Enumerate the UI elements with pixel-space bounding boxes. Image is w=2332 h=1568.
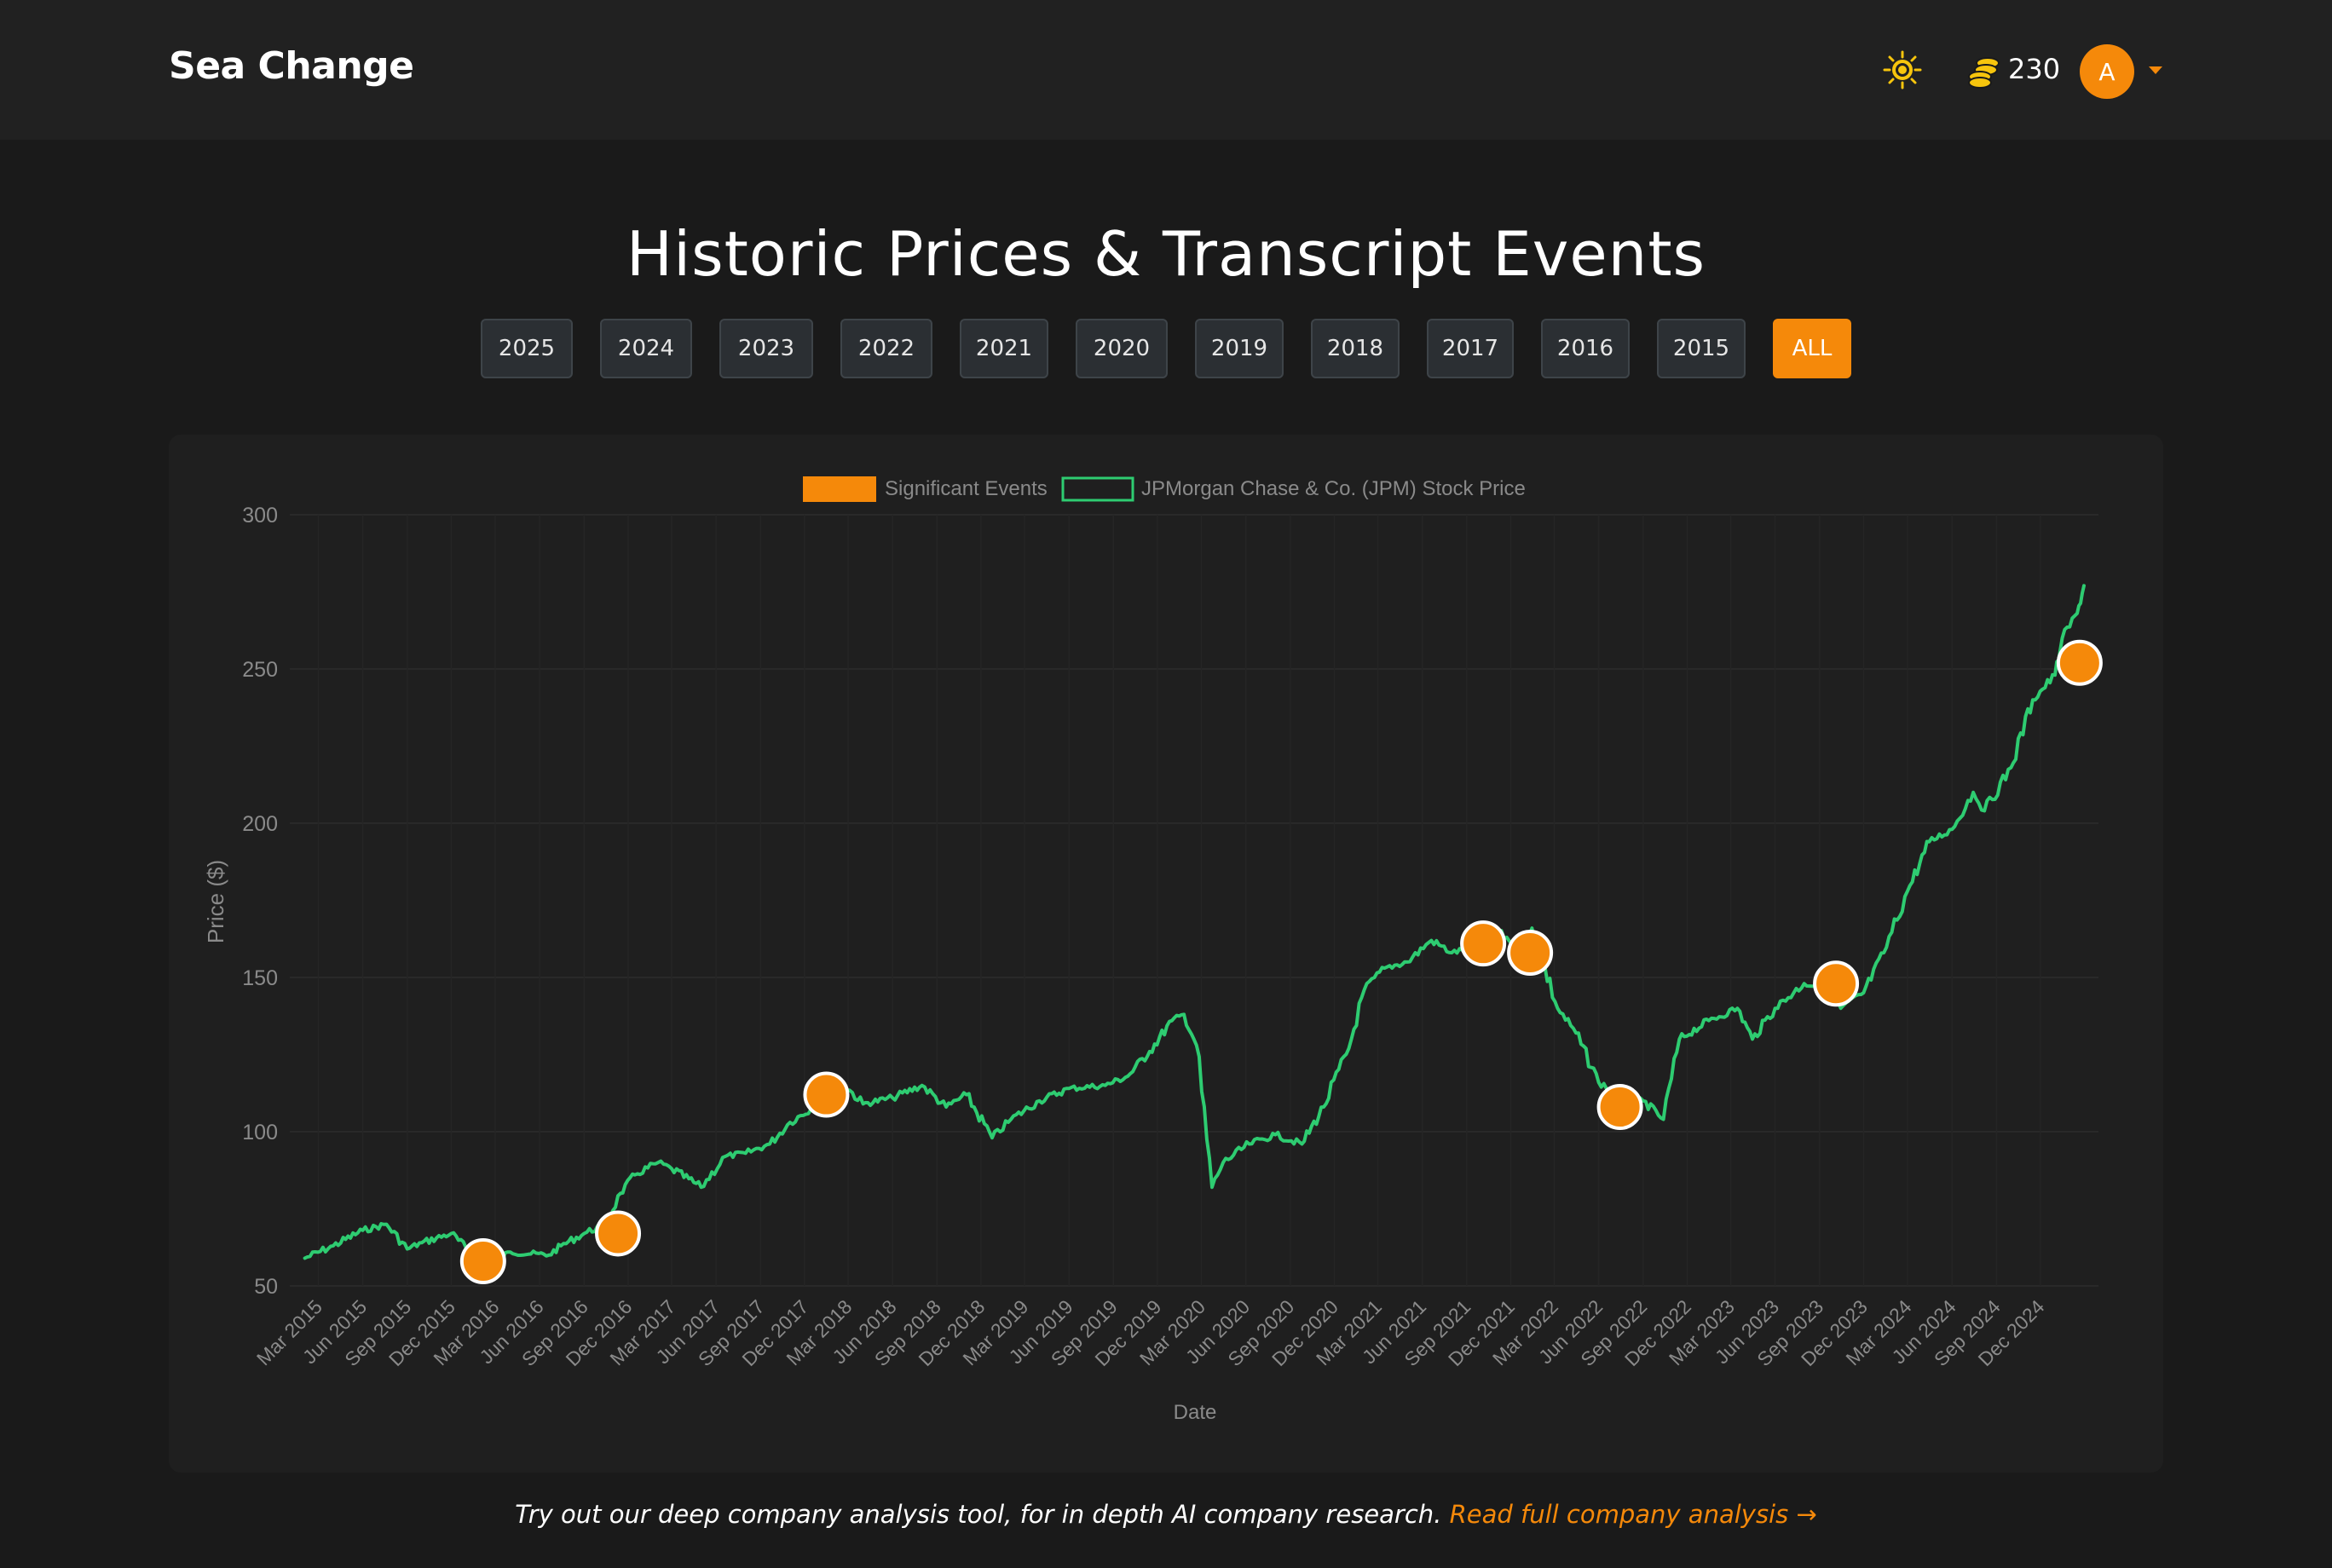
coins-icon: [1968, 57, 2000, 89]
y-tick-label: 300: [242, 504, 278, 527]
y-tick-label: 250: [242, 658, 278, 682]
year-button-2020[interactable]: 2020: [1076, 319, 1168, 378]
sun-icon[interactable]: [1882, 49, 1923, 90]
y-tick-label: 50: [254, 1275, 278, 1299]
y-tick-label: 100: [242, 1121, 278, 1144]
event-points: [459, 639, 2103, 1285]
footer-text: Try out our deep company analysis tool, …: [515, 1500, 1450, 1529]
year-button-all[interactable]: ALL: [1773, 319, 1851, 378]
year-button-2024[interactable]: 2024: [600, 319, 692, 378]
event-point[interactable]: [803, 1071, 850, 1118]
year-button-2023[interactable]: 2023: [719, 319, 813, 378]
year-button-2025[interactable]: 2025: [481, 319, 573, 378]
chart-card: 50 100 150 200 250 300 Mar 2015 Jun 2015 Sep 201…: [169, 435, 2163, 1473]
read-analysis-link[interactable]: Read full company analysis →: [1449, 1500, 1817, 1529]
series-line-jpm-price: [303, 584, 2086, 1272]
footer-cta: Try out our deep company analysis tool, …: [0, 1500, 2332, 1529]
event-point[interactable]: [1813, 960, 1860, 1007]
legend-label-events[interactable]: Significant Events: [885, 477, 1048, 500]
year-button-2019[interactable]: 2019: [1195, 319, 1284, 378]
page-title: Historic Prices & Transcript Events: [626, 218, 1706, 290]
year-button-2016[interactable]: 2016: [1541, 319, 1630, 378]
year-button-2021[interactable]: 2021: [960, 319, 1048, 378]
event-point[interactable]: [459, 1238, 506, 1285]
avatar[interactable]: A: [2080, 44, 2134, 99]
caret-down-icon[interactable]: [2149, 66, 2162, 74]
year-button-2022[interactable]: 2022: [840, 319, 932, 378]
event-point[interactable]: [2056, 639, 2103, 686]
year-button-2018[interactable]: 2018: [1311, 319, 1400, 378]
year-button-2017[interactable]: 2017: [1427, 319, 1514, 378]
event-point[interactable]: [1596, 1084, 1643, 1131]
event-point[interactable]: [1460, 920, 1507, 967]
legend-swatch-price: [1061, 476, 1134, 502]
event-point[interactable]: [595, 1210, 642, 1257]
event-point[interactable]: [1507, 930, 1554, 977]
legend[interactable]: Significant Events JPMorgan Chase & Co. …: [803, 476, 1526, 502]
y-tick-label: 150: [242, 966, 278, 990]
y-axis-label: Price ($): [203, 860, 228, 943]
legend-swatch-events: [803, 476, 876, 502]
coin-balance: 230: [2008, 53, 2061, 85]
legend-label-price[interactable]: JPMorgan Chase & Co. (JPM) Stock Price: [1141, 477, 1526, 500]
year-button-2015[interactable]: 2015: [1657, 319, 1746, 378]
top-navbar: Sea Change 230 A: [0, 0, 2332, 140]
x-axis-label: Date: [1174, 1401, 1217, 1424]
y-tick-label: 200: [242, 812, 278, 836]
grid: [290, 514, 2098, 1287]
brand-logo[interactable]: Sea Change: [169, 44, 414, 88]
